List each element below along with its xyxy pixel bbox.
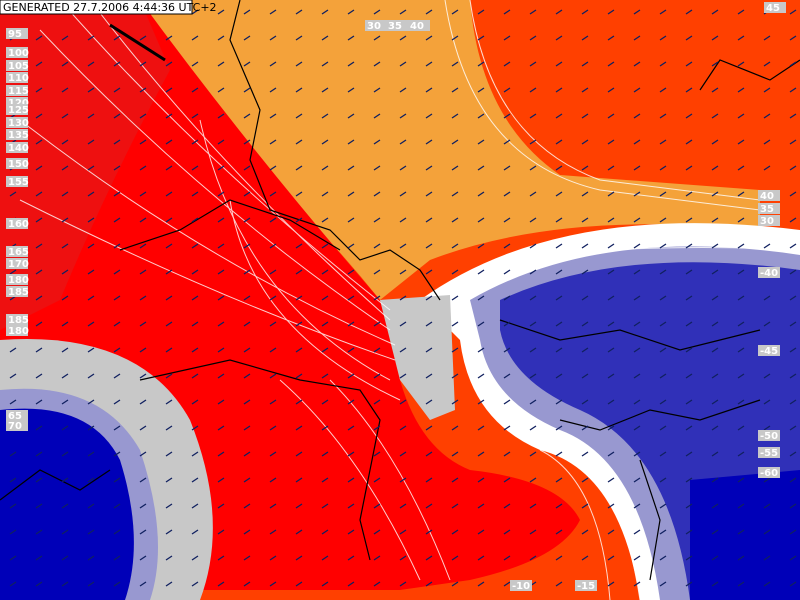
label-bg xyxy=(6,28,28,39)
label-bg xyxy=(764,2,786,13)
label-bg xyxy=(6,47,28,58)
contour-label: 100 xyxy=(8,48,29,59)
label-bg xyxy=(758,215,780,226)
contour-label: 160 xyxy=(8,219,29,230)
contour-label: 150 xyxy=(8,159,29,170)
label-bg xyxy=(408,20,430,31)
label-bg xyxy=(6,97,28,108)
label-bg xyxy=(6,104,28,115)
contour-label: -10 xyxy=(512,581,530,592)
contour-label: 125 xyxy=(8,105,29,116)
label-bg xyxy=(386,20,408,31)
label-bg xyxy=(6,258,28,269)
label-bg xyxy=(6,85,28,96)
contour-label: 65 xyxy=(8,411,22,422)
contour-label: 180 xyxy=(8,326,29,337)
label-bg xyxy=(758,203,780,214)
contour-label: 35 xyxy=(388,21,402,32)
contour-label: 135 xyxy=(8,130,29,141)
label-bg xyxy=(6,410,28,421)
contour-label: 105 xyxy=(8,61,29,72)
contour-label: 30 xyxy=(367,21,381,32)
contour-label: 40 xyxy=(760,191,774,202)
label-bg xyxy=(510,580,532,591)
label-bg xyxy=(758,430,780,441)
generated-text: GENERATED 27.7.2006 4:44:36 UTC+2 xyxy=(3,1,217,14)
contour-label: 115 xyxy=(8,86,29,97)
label-bg xyxy=(6,176,28,187)
contour-label: -55 xyxy=(760,448,778,459)
label-bg xyxy=(6,246,28,257)
contour-label: -45 xyxy=(760,346,778,357)
contour-label: 40 xyxy=(410,21,424,32)
contour-label: 140 xyxy=(8,143,29,154)
label-bg xyxy=(6,142,28,153)
label-bg xyxy=(6,420,28,431)
contour-label: -60 xyxy=(760,468,778,479)
contour-label: 155 xyxy=(8,177,29,188)
label-bg xyxy=(6,158,28,169)
label-bg xyxy=(6,314,28,325)
label-bg xyxy=(575,580,597,591)
label-bg xyxy=(758,467,780,478)
label-bg xyxy=(6,72,28,83)
label-bg xyxy=(758,267,780,278)
contour-label: 130 xyxy=(8,118,29,129)
contour-label: 120 xyxy=(8,98,29,109)
label-bg xyxy=(758,190,780,201)
contour-label: -50 xyxy=(760,431,778,442)
contour-label: 95 xyxy=(8,29,22,40)
label-bg xyxy=(6,325,28,336)
contour-label: 110 xyxy=(8,73,29,84)
contour-label: 165 xyxy=(8,247,29,258)
label-bg xyxy=(6,286,28,297)
contour-label: 70 xyxy=(8,421,22,432)
label-bg xyxy=(6,60,28,71)
contour-label: -15 xyxy=(577,581,595,592)
header-box xyxy=(0,0,193,15)
contour-label: 180 xyxy=(8,275,29,286)
contour-label: 185 xyxy=(8,287,29,298)
label-bg xyxy=(365,20,387,31)
contour-label: 185 xyxy=(8,315,29,326)
contour-label: 170 xyxy=(8,259,29,270)
contour-label: 45 xyxy=(766,3,780,14)
contour-label: 30 xyxy=(760,216,774,227)
contour-label: 35 xyxy=(760,204,774,215)
contour-label: -40 xyxy=(760,268,778,279)
label-bg xyxy=(6,129,28,140)
label-bg xyxy=(6,218,28,229)
label-bg xyxy=(6,274,28,285)
label-bg xyxy=(758,447,780,458)
label-bg xyxy=(758,345,780,356)
label-bg xyxy=(6,117,28,128)
